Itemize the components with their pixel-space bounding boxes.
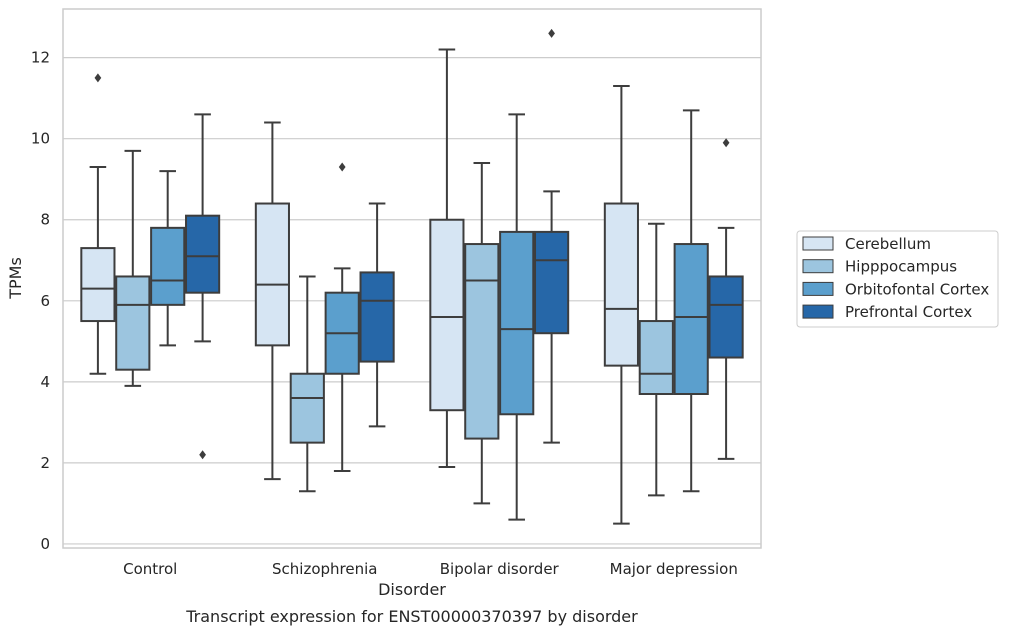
x-axis-label: Disorder xyxy=(378,580,446,599)
box-plot-marks xyxy=(80,28,744,525)
legend-label: Orbitofontal Cortex xyxy=(845,280,989,298)
legend-swatch xyxy=(802,281,834,296)
outlier-point xyxy=(722,138,730,148)
box-body xyxy=(638,320,674,396)
box-2-1 xyxy=(464,162,500,505)
outlier-point xyxy=(338,162,346,172)
y-tick-label: 2 xyxy=(40,454,50,472)
outlier-point xyxy=(199,450,206,460)
y-tick-labels: 0 2 4 6 8 10 12 xyxy=(31,49,50,553)
box-body xyxy=(359,271,395,363)
box-1-3 xyxy=(359,202,395,428)
box-body xyxy=(254,202,290,347)
legend-swatch xyxy=(802,259,834,274)
box-1-2 xyxy=(324,162,360,472)
box-0-1 xyxy=(115,149,151,387)
y-tick-label: 12 xyxy=(31,49,50,67)
box-0-3 xyxy=(185,113,221,460)
box-body xyxy=(464,243,500,440)
legend-swatch xyxy=(802,304,834,319)
box-body xyxy=(150,226,186,306)
box-0-2 xyxy=(150,170,186,347)
y-axis-label: TPMs xyxy=(6,257,25,300)
box-0-0 xyxy=(80,73,116,375)
box-2-3 xyxy=(534,28,570,444)
box-1-1 xyxy=(289,275,325,493)
box-body xyxy=(673,243,709,395)
legend-label: Hipppocampus xyxy=(845,258,957,276)
y-tick-label: 10 xyxy=(31,130,50,148)
outlier-point xyxy=(548,28,555,38)
legend-frame xyxy=(796,230,999,328)
x-tick-labels: Control Schizophrenia Bipolar disorder Majo… xyxy=(123,560,738,578)
chart-caption: Transcript expression for ENST0000037039… xyxy=(185,607,638,626)
box-body xyxy=(708,275,744,359)
box-body xyxy=(289,372,325,444)
box-1-0 xyxy=(254,121,290,481)
legend-label: Prefrontal Cortex xyxy=(845,303,972,321)
box-body xyxy=(499,230,535,416)
x-tick-label: Major depression xyxy=(610,560,738,578)
legend: Cerebellum Hipppocampus Orbitofontal Corte… xyxy=(796,230,999,328)
x-tick-label: Schizophrenia xyxy=(272,560,377,578)
box-2-2 xyxy=(499,113,535,521)
box-3-3 xyxy=(708,138,744,460)
box-body xyxy=(80,247,116,323)
y-tick-label: 0 xyxy=(40,535,50,553)
y-tick-label: 6 xyxy=(40,292,50,310)
box-body xyxy=(429,218,465,412)
legend-label: Cerebellum xyxy=(845,235,931,253)
box-3-0 xyxy=(603,85,639,525)
box-body xyxy=(603,202,639,367)
outlier-point xyxy=(94,73,102,83)
y-tick-label: 8 xyxy=(40,211,50,229)
box-2-0 xyxy=(429,48,465,468)
x-tick-label: Bipolar disorder xyxy=(440,560,560,578)
box-3-2 xyxy=(673,109,709,493)
x-tick-label: Control xyxy=(123,560,177,578)
y-tick-label: 4 xyxy=(40,373,50,391)
box-body xyxy=(185,214,221,294)
box-3-1 xyxy=(638,222,674,497)
plot-frame xyxy=(62,8,762,549)
box-body xyxy=(115,275,151,371)
box-body xyxy=(534,230,570,335)
legend-swatch xyxy=(802,236,834,251)
